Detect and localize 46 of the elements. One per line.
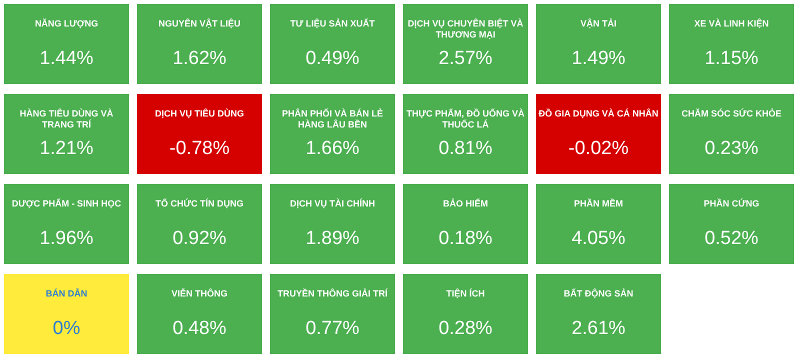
category-label: PHÂN PHỐI VÀ BÁN LẺ HÀNG LÂU BỀN — [282, 107, 384, 130]
data-label: 0.23% — [704, 138, 759, 160]
category-label: PHẦN MỀM — [574, 197, 623, 208]
data-label: 1.44% — [40, 48, 94, 70]
category-label: XE VÀ LINH KIỆN — [694, 17, 769, 28]
data-label: 1.15% — [704, 48, 759, 70]
category-label: PHẦN CỨNG — [704, 197, 760, 208]
data-label: 0.48% — [172, 318, 227, 340]
category-label: THỰC PHẨM, ĐỒ UỐNG VÀ THUỐC LÁ — [406, 107, 525, 130]
category-label: VẬN TẢI — [580, 17, 616, 28]
category-label: BÁN DẪN — [46, 287, 88, 298]
category-label: TRUYỀN THÔNG GIẢI TRÍ — [278, 287, 388, 298]
category-label: TỔ CHỨC TÍN DỤNG — [156, 197, 244, 208]
category-label: ĐỒ GIA DỤNG VÀ CÁ NHÂN — [538, 107, 658, 118]
data-label: 0.77% — [306, 318, 360, 340]
data-label: 1.66% — [306, 138, 360, 160]
data-label: 0.92% — [172, 228, 227, 250]
data-label: 0.49% — [306, 48, 360, 70]
category-label: TIỆN ÍCH — [446, 287, 485, 298]
data-label: -0.78% — [169, 138, 230, 160]
data-label: 0% — [52, 318, 80, 340]
category-label: BẢO HIỂM — [443, 197, 488, 208]
category-label: DỊCH VỤ CHUYÊN BIỆT VÀ THƯƠNG MẠI — [408, 17, 524, 40]
category-label: DỊCH VỤ TÀI CHÍNH — [290, 198, 375, 208]
category-label: VIỄN THÔNG — [171, 287, 228, 298]
data-label: 1.49% — [572, 48, 626, 70]
category-label: DƯỢC PHẨM - SINH HỌC — [12, 197, 122, 208]
category-label: HÀNG TIÊU DÙNG VÀ TRANG TRÍ — [20, 107, 114, 130]
data-label: 0.28% — [438, 318, 493, 340]
data-label: 2.57% — [438, 48, 493, 70]
category-label: DỊCH VỤ TIÊU DÙNG — [154, 107, 244, 118]
data-label: 1.89% — [306, 228, 360, 250]
category-label: BẤT ĐỘNG SẢN — [564, 287, 634, 298]
data-label: 4.05% — [572, 228, 626, 250]
data-label: 2.61% — [572, 318, 626, 340]
category-label: NĂNG LƯỢNG — [34, 18, 98, 28]
data-label: 0.18% — [438, 228, 493, 250]
category-label: NGUYÊN VẬT LIỆU — [158, 17, 241, 28]
data-label: -0.02% — [568, 138, 629, 160]
data-label: 1.21% — [40, 138, 94, 160]
category-label: TƯ LIỆU SẢN XUẤT — [290, 17, 376, 28]
data-label: 0.81% — [438, 138, 493, 160]
category-label: CHĂM SÓC SỨC KHỎE — [682, 107, 782, 118]
data-label: 1.62% — [172, 48, 227, 70]
data-label: 1.96% — [40, 228, 94, 250]
data-label: 0.52% — [704, 228, 759, 250]
